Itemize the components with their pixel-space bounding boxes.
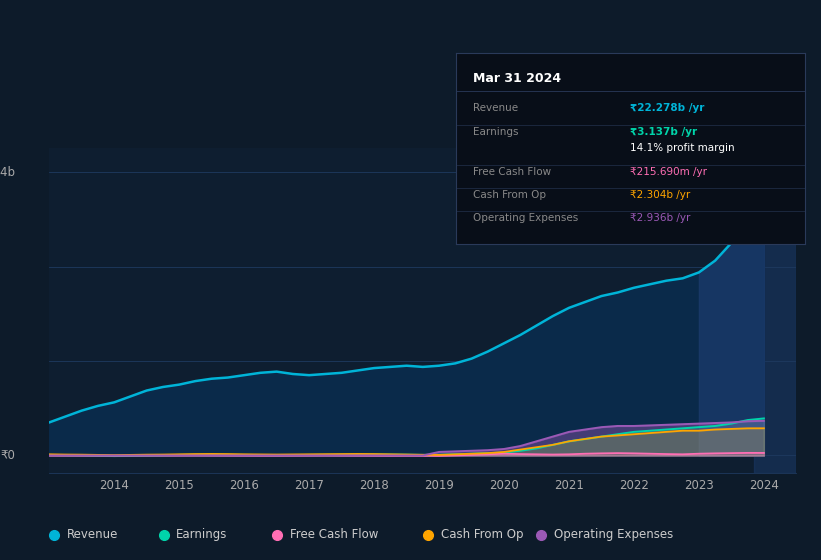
Text: Mar 31 2024: Mar 31 2024 bbox=[473, 72, 562, 85]
Text: 14.1% profit margin: 14.1% profit margin bbox=[631, 143, 735, 153]
Text: Free Cash Flow: Free Cash Flow bbox=[290, 528, 378, 542]
Text: Revenue: Revenue bbox=[67, 528, 118, 542]
Text: Earnings: Earnings bbox=[473, 127, 519, 137]
Bar bbox=[754, 148, 796, 473]
Text: Operating Expenses: Operating Expenses bbox=[554, 528, 673, 542]
Text: Free Cash Flow: Free Cash Flow bbox=[473, 167, 551, 177]
Text: ₹2.304b /yr: ₹2.304b /yr bbox=[631, 190, 690, 200]
Text: ₹0: ₹0 bbox=[1, 449, 16, 462]
Text: ₹24b: ₹24b bbox=[0, 166, 16, 179]
Text: ₹2.936b /yr: ₹2.936b /yr bbox=[631, 213, 690, 223]
Text: Earnings: Earnings bbox=[177, 528, 227, 542]
Text: ₹22.278b /yr: ₹22.278b /yr bbox=[631, 104, 704, 114]
Text: Cash From Op: Cash From Op bbox=[441, 528, 523, 542]
Text: Revenue: Revenue bbox=[473, 104, 518, 114]
Text: ₹3.137b /yr: ₹3.137b /yr bbox=[631, 127, 697, 137]
Text: Cash From Op: Cash From Op bbox=[473, 190, 546, 200]
Text: ₹215.690m /yr: ₹215.690m /yr bbox=[631, 167, 707, 177]
Text: Operating Expenses: Operating Expenses bbox=[473, 213, 578, 223]
